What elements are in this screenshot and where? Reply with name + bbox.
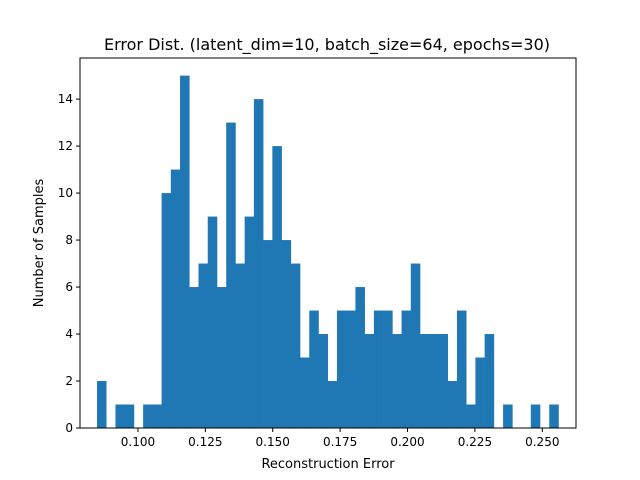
histogram-bar bbox=[401, 310, 412, 428]
y-tick-label: 6 bbox=[65, 280, 73, 294]
histogram-bar bbox=[327, 381, 338, 428]
x-tick-label: 0.250 bbox=[525, 435, 559, 449]
y-tick-label: 14 bbox=[58, 92, 73, 106]
histogram-bar bbox=[161, 193, 172, 428]
histogram-bar bbox=[503, 404, 513, 428]
histogram-bar bbox=[143, 404, 153, 428]
histogram-bar bbox=[410, 263, 421, 428]
histogram-bar bbox=[530, 404, 541, 428]
histogram-bar bbox=[115, 404, 125, 428]
histogram-bar bbox=[263, 240, 273, 428]
histogram-bar bbox=[290, 263, 301, 428]
histogram-bar bbox=[355, 287, 365, 428]
histogram-bar bbox=[207, 216, 218, 428]
histogram-bar bbox=[180, 75, 190, 428]
histogram-bar bbox=[429, 334, 439, 428]
x-tick-label: 0.125 bbox=[188, 435, 222, 449]
histogram-bar bbox=[420, 334, 430, 428]
histogram-bar bbox=[244, 216, 255, 428]
histogram-bar bbox=[383, 310, 393, 428]
x-axis-label: Reconstruction Error bbox=[261, 457, 395, 472]
histogram-bar bbox=[235, 263, 245, 428]
histogram-bar bbox=[475, 357, 485, 428]
chart-title: Error Dist. (latent_dim=10, batch_size=6… bbox=[104, 35, 550, 55]
histogram-bar bbox=[549, 404, 559, 428]
histogram-bar bbox=[318, 334, 329, 428]
histogram-bar bbox=[281, 240, 292, 428]
y-tick-label: 2 bbox=[65, 374, 73, 388]
histogram-bar bbox=[198, 263, 209, 428]
histogram-bar bbox=[300, 357, 310, 428]
histogram-bar bbox=[124, 404, 135, 428]
histogram-bar bbox=[170, 169, 181, 429]
histogram-bar bbox=[392, 334, 402, 428]
x-tick-label: 0.175 bbox=[323, 435, 357, 449]
y-tick-label: 0 bbox=[65, 421, 73, 435]
x-tick-label: 0.225 bbox=[458, 435, 492, 449]
histogram-bar bbox=[309, 310, 319, 428]
y-axis-label: Number of Samples bbox=[32, 179, 47, 308]
histogram-bar bbox=[216, 287, 227, 428]
histogram-bar bbox=[96, 381, 107, 428]
histogram-bar bbox=[272, 146, 282, 428]
y-tick-label: 10 bbox=[58, 186, 73, 200]
x-tick-label: 0.100 bbox=[121, 435, 155, 449]
histogram-bar bbox=[364, 334, 375, 428]
x-tick-label: 0.200 bbox=[390, 435, 424, 449]
histogram-bar bbox=[152, 404, 162, 428]
histogram-bar bbox=[373, 310, 384, 428]
plot-frame bbox=[79, 57, 577, 429]
histogram-bar bbox=[253, 99, 264, 428]
y-tick-label: 12 bbox=[58, 139, 73, 153]
bars-group bbox=[96, 75, 559, 429]
histogram-bar bbox=[447, 381, 458, 428]
histogram-bar bbox=[484, 334, 495, 428]
y-tick-label: 4 bbox=[65, 327, 73, 341]
histogram-bar bbox=[336, 310, 347, 428]
y-axis-ticks: 0 2 4 6 8 10 12 14 bbox=[58, 92, 80, 435]
x-tick-label: 0.150 bbox=[256, 435, 290, 449]
histogram-bar bbox=[189, 287, 199, 428]
histogram-bar bbox=[226, 122, 236, 428]
histogram-bar bbox=[456, 310, 467, 428]
histogram-bar bbox=[438, 334, 449, 428]
x-axis-ticks: 0.100 0.125 0.150 0.175 0.200 0.225 0.250 bbox=[121, 428, 559, 449]
histogram-bar bbox=[346, 310, 356, 428]
y-tick-label: 8 bbox=[65, 233, 73, 247]
histogram-bar bbox=[466, 404, 476, 428]
